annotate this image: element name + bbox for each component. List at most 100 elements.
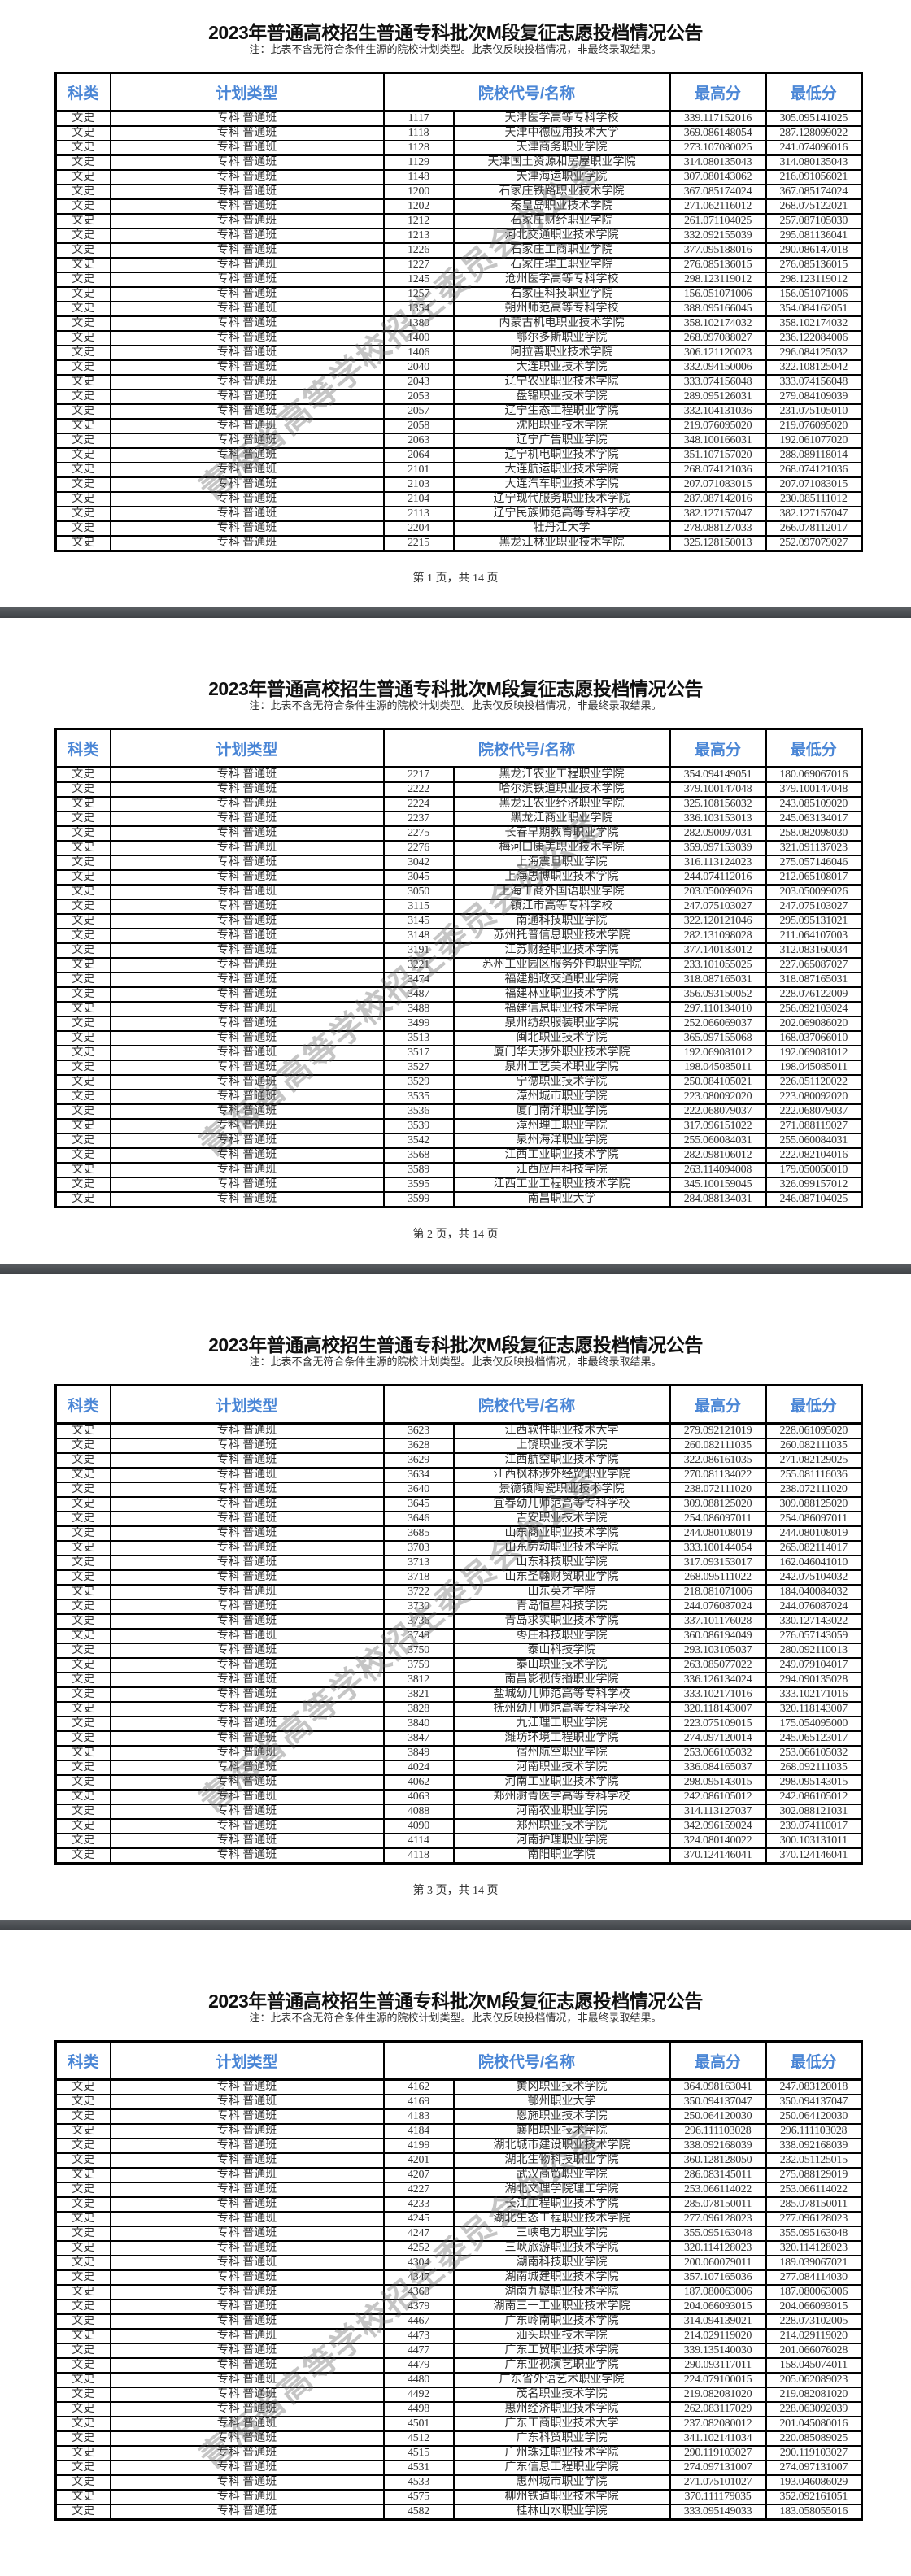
max-score-cell: 238.072111020 bbox=[669, 1482, 767, 1498]
min-score-cell: 379.100147048 bbox=[765, 781, 863, 798]
school-name-cell: 南昌职业大学 bbox=[452, 1191, 671, 1208]
school-code-cell: 3628 bbox=[382, 1438, 455, 1454]
table-row: 文史 专科 普通班 4379 湖南三一工业职业技术学院 204.066093015 204… bbox=[54, 2299, 863, 2315]
max-score-cell: 278.088127033 bbox=[669, 520, 767, 537]
school-name-cell: 福建船政交通职业学院 bbox=[452, 972, 671, 988]
table-row: 文史 专科 普通班 1406 阿拉善职业技术学院 306.121120023 296.08… bbox=[54, 345, 863, 361]
min-score-cell: 253.066105032 bbox=[765, 1745, 863, 1761]
min-score-cell: 203.050099026 bbox=[765, 884, 863, 900]
plan-type-cell: 专科 普通班 bbox=[109, 1089, 385, 1105]
school-name-cell: 辽宁农业职业技术学院 bbox=[452, 374, 671, 390]
max-score-cell: 317.093153017 bbox=[669, 1555, 767, 1571]
min-score-cell: 300.103131011 bbox=[765, 1833, 863, 1849]
min-score-cell: 277.096128023 bbox=[765, 2211, 863, 2227]
plan-type-cell: 专科 普通班 bbox=[109, 2387, 385, 2403]
max-score-cell: 282.098106012 bbox=[669, 1147, 767, 1164]
school-code-cell: 3529 bbox=[382, 1074, 455, 1090]
min-score-cell: 243.085109020 bbox=[765, 796, 863, 812]
school-name-cell: 盘锦职业技术学院 bbox=[452, 389, 671, 405]
max-score-cell: 359.097153039 bbox=[669, 840, 767, 856]
table-row: 文史 专科 普通班 3145 南通科技职业学院 322.120121046 295.095… bbox=[54, 913, 863, 929]
max-score-cell: 298.095143015 bbox=[669, 1774, 767, 1791]
max-score-cell: 156.051071006 bbox=[669, 286, 767, 302]
table-row: 文史 专科 普通班 3474 福建船政交通职业学院 318.087165031 318.0… bbox=[54, 972, 863, 988]
plan-type-cell: 专科 普通班 bbox=[109, 2269, 385, 2286]
min-score-cell: 156.051071006 bbox=[765, 286, 863, 302]
max-score-cell: 345.100159045 bbox=[669, 1177, 767, 1193]
max-score-cell: 322.120121046 bbox=[669, 913, 767, 929]
max-score-cell: 370.111179035 bbox=[669, 2489, 767, 2505]
min-score-cell: 268.075122021 bbox=[765, 198, 863, 215]
subject-cell: 文史 bbox=[54, 1672, 111, 1688]
min-score-cell: 314.080135043 bbox=[765, 154, 863, 171]
table-row: 文史 专科 普通班 2058 沈阳职业技术学院 219.076095020 219.076… bbox=[54, 418, 863, 434]
table-row: 文史 专科 普通班 3628 上饶职业技术学院 260.082111035 260.082… bbox=[54, 1438, 863, 1454]
plan-type-cell: 专科 普通班 bbox=[109, 2123, 385, 2139]
school-name-cell: 吉安职业技术学院 bbox=[452, 1511, 671, 1527]
page-note: 注：此表不含无符合条件生源的院校计划类型。此表仅反映投档情况，非最终录取结果。 bbox=[249, 43, 662, 55]
school-code-cell: 3640 bbox=[382, 1482, 455, 1498]
table-row: 文史 专科 普通班 4347 湖南城建职业技术学院 357.107165036 277.0… bbox=[54, 2269, 863, 2286]
table-row: 文史 专科 普通班 3645 宜春幼儿师范高等专科学校 309.088125020 309… bbox=[54, 1496, 863, 1512]
max-score-cell: 274.097131007 bbox=[669, 2460, 767, 2476]
table-row: 文史 专科 普通班 4162 黄冈职业技术学院 364.098163041 247.083… bbox=[54, 2078, 863, 2095]
min-score-cell: 216.091056021 bbox=[765, 169, 863, 185]
max-score-cell: 198.045085011 bbox=[669, 1060, 767, 1076]
table-row: 文史 专科 普通班 4304 湖南科技职业学院 200.060079011 189.039… bbox=[54, 2255, 863, 2271]
min-score-cell: 352.092161051 bbox=[765, 2489, 863, 2505]
table-header-row: 科类 计划类型 院校代号/名称 最高分 最低分 bbox=[54, 2040, 863, 2081]
school-code-cell: 4575 bbox=[382, 2489, 455, 2505]
school-name-cell: 黑龙江农业经济职业学院 bbox=[452, 796, 671, 812]
school-name-cell: 大连航运职业技术学院 bbox=[452, 462, 671, 478]
school-code-cell: 2101 bbox=[382, 462, 455, 478]
subject-cell: 文史 bbox=[54, 2123, 111, 2139]
subject-cell: 文史 bbox=[54, 1847, 111, 1865]
subject-cell: 文史 bbox=[54, 942, 111, 959]
min-score-cell: 228.061095020 bbox=[765, 1422, 863, 1439]
max-score-cell: 282.131098028 bbox=[669, 928, 767, 944]
school-name-cell: 河南护理职业学院 bbox=[452, 1833, 671, 1849]
school-name-cell: 厦门南洋职业学院 bbox=[452, 1103, 671, 1120]
school-name-cell: 泉州海洋职业学院 bbox=[452, 1133, 671, 1149]
plan-type-cell: 专科 普通班 bbox=[109, 1496, 385, 1512]
school-code-cell: 3840 bbox=[382, 1716, 455, 1732]
plan-type-cell: 专科 普通班 bbox=[109, 1045, 385, 1061]
table-row: 文史 专科 普通班 3042 上海震旦职业学院 316.113124023 275.057… bbox=[54, 855, 863, 871]
school-name-cell: 上饶职业技术学院 bbox=[452, 1438, 671, 1454]
plan-type-cell: 专科 普通班 bbox=[109, 1016, 385, 1032]
school-name-cell: 南阳职业学院 bbox=[452, 1847, 671, 1865]
table-row: 文史 专科 普通班 3115 镇江市高等专科学校 247.075103027 247.07… bbox=[54, 899, 863, 915]
max-score-cell: 203.050099026 bbox=[669, 884, 767, 900]
table-row: 文史 专科 普通班 3148 苏州托普信息职业技术学院 282.131098028 211… bbox=[54, 928, 863, 944]
plan-type-cell: 专科 普通班 bbox=[109, 2094, 385, 2110]
min-score-cell: 309.088125020 bbox=[765, 1496, 863, 1512]
table-row: 文史 专科 普通班 4207 武汉商贸职业学院 286.083145011 275.088… bbox=[54, 2167, 863, 2183]
table-row: 文史 专科 普通班 4088 河南农业职业学院 314.113127037 302.088… bbox=[54, 1804, 863, 1820]
plan-type-cell: 专科 普通班 bbox=[109, 1118, 385, 1134]
document-page: 2023年普通高校招生普通专科批次M段复征志愿投档情况公告 注：此表不含无符合条件… bbox=[0, 1930, 911, 2576]
table-row: 文史 专科 普通班 1202 秦皇岛职业技术学院 271.062116012 268.07… bbox=[54, 198, 863, 215]
subject-cell: 文史 bbox=[54, 884, 111, 900]
max-score-cell: 200.060079011 bbox=[669, 2255, 767, 2271]
min-score-cell: 223.080092020 bbox=[765, 1089, 863, 1105]
subject-cell: 文史 bbox=[54, 184, 111, 200]
subject-cell: 文史 bbox=[54, 2108, 111, 2125]
min-score-cell: 168.037066010 bbox=[765, 1030, 863, 1046]
school-code-cell: 2040 bbox=[382, 359, 455, 376]
subject-cell: 文史 bbox=[54, 2138, 111, 2154]
school-name-cell: 黑龙江商业职业学院 bbox=[452, 811, 671, 827]
school-code-cell: 3749 bbox=[382, 1628, 455, 1644]
plan-type-cell: 专科 普通班 bbox=[109, 2167, 385, 2183]
school-name-cell: 宁德职业技术学院 bbox=[452, 1074, 671, 1090]
plan-type-cell: 专科 普通班 bbox=[109, 403, 385, 420]
max-score-cell: 320.118143007 bbox=[669, 1701, 767, 1717]
min-score-cell: 288.089118014 bbox=[765, 447, 863, 463]
page-number-footer: 第 3 页，共 14 页 bbox=[412, 1885, 499, 1897]
subject-cell: 文史 bbox=[54, 2226, 111, 2242]
school-code-cell: 1406 bbox=[382, 345, 455, 361]
school-code-cell: 4090 bbox=[382, 1818, 455, 1834]
max-score-cell: 341.102141034 bbox=[669, 2430, 767, 2447]
school-name-cell: 镇江市高等专科学校 bbox=[452, 899, 671, 915]
max-score-cell: 268.097088027 bbox=[669, 330, 767, 346]
min-score-cell: 253.066114022 bbox=[765, 2182, 863, 2198]
